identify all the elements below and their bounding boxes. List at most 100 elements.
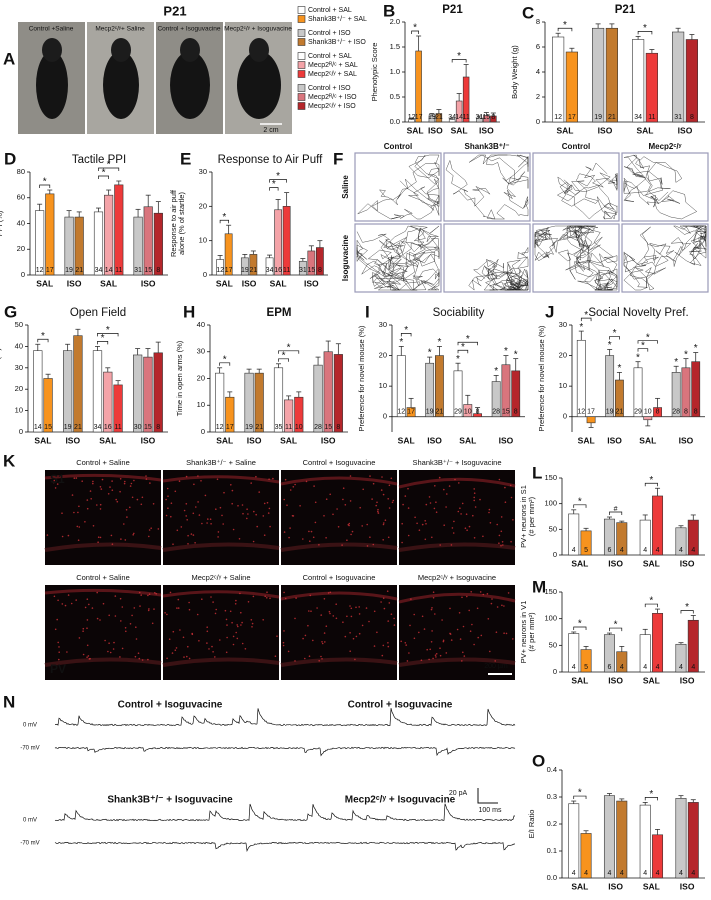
legend-swatch bbox=[297, 93, 306, 101]
cell bbox=[500, 516, 503, 518]
n-label: 28 bbox=[672, 409, 680, 416]
cell bbox=[503, 632, 505, 634]
significance-label: * bbox=[649, 596, 653, 607]
x-group-label: ISO bbox=[65, 435, 80, 445]
cell bbox=[211, 645, 213, 648]
cell bbox=[234, 603, 237, 605]
cell bbox=[349, 650, 352, 652]
significance-bracket bbox=[400, 333, 412, 337]
trace bbox=[357, 154, 440, 220]
cell bbox=[171, 652, 174, 654]
cell bbox=[256, 525, 259, 528]
cell bbox=[325, 498, 328, 501]
cell bbox=[442, 640, 445, 643]
significance-label: # bbox=[614, 506, 618, 513]
n-label: 31 bbox=[475, 114, 483, 121]
cell bbox=[168, 638, 171, 640]
cell bbox=[204, 494, 207, 497]
cell bbox=[108, 614, 110, 617]
y-axis-label: E/I Ratio bbox=[527, 810, 536, 839]
cell bbox=[200, 480, 202, 482]
cell bbox=[383, 522, 385, 524]
x-group-label: ISO bbox=[141, 278, 156, 288]
n-label: 19 bbox=[64, 424, 72, 431]
cell bbox=[341, 544, 343, 546]
white-matter bbox=[162, 657, 280, 667]
micrograph bbox=[281, 470, 397, 565]
bar bbox=[153, 352, 163, 433]
n-label: 12 bbox=[577, 409, 585, 416]
n-label: 15 bbox=[44, 424, 52, 431]
cell bbox=[458, 612, 461, 614]
panel-letter: E bbox=[180, 149, 191, 168]
bar bbox=[552, 36, 565, 123]
cell bbox=[178, 480, 181, 483]
y-axis-label: PV+ neurons in S1 bbox=[519, 485, 528, 548]
cell bbox=[428, 658, 430, 661]
significance-label: * bbox=[282, 350, 286, 361]
cell bbox=[304, 634, 307, 637]
cell bbox=[110, 534, 113, 537]
cell bbox=[150, 527, 152, 529]
n-label: 12 bbox=[216, 424, 224, 431]
cell bbox=[164, 612, 166, 614]
cell bbox=[318, 544, 320, 546]
bar bbox=[273, 367, 284, 433]
image-label: Mecp2ᶜ/ʸ + Isoguvacine bbox=[418, 573, 496, 582]
cell bbox=[435, 653, 438, 655]
legend-label: Shank3B⁺/⁻ + SAL bbox=[308, 16, 367, 23]
tissue-edge bbox=[398, 477, 516, 489]
cell bbox=[400, 640, 403, 643]
cell bbox=[188, 657, 191, 660]
y-tick-label: 6 bbox=[536, 42, 540, 51]
panel-letter: K bbox=[3, 451, 16, 470]
bar bbox=[313, 364, 323, 433]
cell bbox=[180, 526, 183, 528]
legend-label: Mecp2ᶜ/ʸ + ISO bbox=[308, 103, 356, 110]
cell bbox=[166, 613, 168, 616]
n-label: 21 bbox=[436, 409, 444, 416]
legend-swatch bbox=[297, 38, 306, 46]
cell bbox=[407, 487, 409, 490]
cell bbox=[119, 490, 121, 493]
cell bbox=[380, 601, 382, 603]
cell bbox=[76, 525, 79, 528]
significance-label: * bbox=[413, 23, 417, 34]
y-tick-label: 0.3 bbox=[547, 792, 557, 801]
cell bbox=[177, 607, 180, 609]
cell bbox=[387, 642, 389, 644]
panel-letter: O bbox=[532, 751, 545, 770]
cell bbox=[321, 658, 323, 660]
cell bbox=[439, 544, 442, 546]
cell bbox=[78, 505, 80, 508]
cell bbox=[167, 507, 169, 510]
cell bbox=[307, 624, 309, 627]
cell bbox=[157, 528, 160, 530]
cell bbox=[366, 523, 369, 526]
x-group-label: SAL bbox=[280, 435, 297, 445]
n-label: 4 bbox=[679, 870, 683, 877]
cell bbox=[255, 513, 257, 516]
panel-letter: H bbox=[183, 302, 195, 321]
cell bbox=[498, 534, 501, 537]
cell bbox=[109, 486, 111, 488]
legend-swatch bbox=[297, 6, 306, 14]
cell bbox=[336, 508, 338, 510]
x-group-label: SAL bbox=[571, 558, 588, 568]
x-group-label: SAL bbox=[407, 125, 424, 135]
holding-level: 0 mV bbox=[23, 818, 37, 824]
cell bbox=[342, 487, 345, 490]
cell bbox=[54, 487, 57, 489]
column-label: Control bbox=[562, 142, 590, 151]
n-label: 4 bbox=[691, 870, 695, 877]
y-tick-label: 0 bbox=[203, 270, 207, 279]
cell bbox=[308, 655, 311, 657]
n-label: 21 bbox=[255, 424, 263, 431]
significance-bracket bbox=[269, 179, 287, 183]
cell bbox=[471, 623, 473, 626]
cell bbox=[476, 607, 479, 610]
cell bbox=[349, 605, 351, 607]
significance-bracket bbox=[451, 59, 467, 63]
x-group-label: ISO bbox=[479, 125, 494, 135]
cell bbox=[504, 501, 507, 504]
